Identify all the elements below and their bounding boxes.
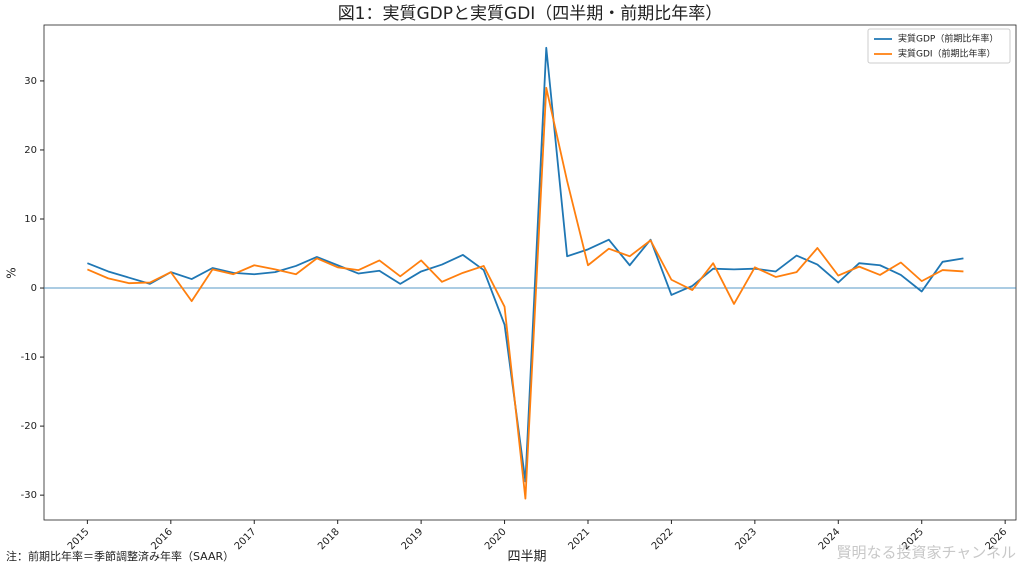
series-line [87,46,964,483]
x-tick-label: 2015 [66,526,92,552]
legend-label: 実質GDI（前期比年率） [898,48,996,60]
note: 注：前期比年率＝季節調整済み年率（SAAR） [6,549,234,563]
watermark: 賢明なる投資家チャンネル [836,544,1016,562]
x-tick-label: 2020 [483,526,509,552]
y-tick-label: -10 [21,352,37,363]
legend-box [867,28,1011,64]
y-tick-label: -30 [21,490,37,501]
x-tick-label: 2021 [566,526,592,552]
plot-frame [43,24,1017,521]
y-axis-label: % [5,267,19,278]
y-tick-label: 20 [24,145,37,156]
y-tick-label: 10 [24,214,37,225]
x-tick-label: 2019 [400,526,426,552]
x-tick-label: 2018 [316,526,342,552]
y-tick-label: 30 [24,76,37,87]
chart-title: 図1：実質GDPと実質GDI（四半期・前期比年率） [338,4,723,24]
legend-label: 実質GDP（前期比年率） [898,33,998,45]
x-axis-label: 四半期 [507,550,546,565]
x-tick-label: 2016 [149,526,175,552]
y-tick-label: 0 [31,283,37,294]
x-tick-label: 2017 [233,526,259,552]
y-tick-label: -20 [21,421,37,432]
x-tick-label: 2023 [733,526,759,552]
x-tick-label: 2022 [650,526,676,552]
series-line [87,86,964,500]
